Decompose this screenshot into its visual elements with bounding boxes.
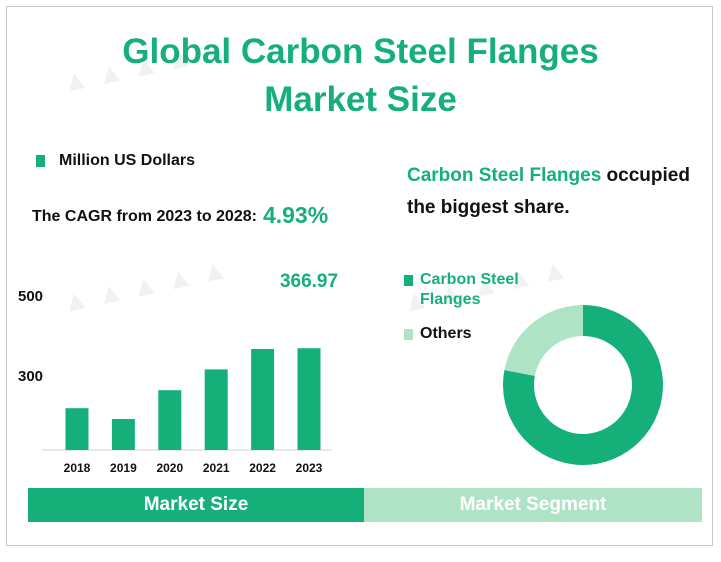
x-tick-label: 2023 [296,461,323,475]
pie-legend-item-carbon: Carbon Steel Flanges [404,270,540,310]
legend-swatch [404,275,413,286]
bar-2022 [251,349,275,450]
chart-title: Global Carbon Steel Flanges Market Size [0,28,721,124]
y-tick-label: 300 [18,368,43,385]
bar-2021 [204,369,228,450]
share-rest: occupied the biggest share. [407,165,690,218]
bar-2023 [297,348,321,450]
title-line-1: Global Carbon Steel Flanges [122,32,599,71]
legend-swatch [404,329,413,340]
share-statement: Carbon Steel Flanges occupied the bigges… [407,160,707,224]
x-tick-label: 2021 [203,461,230,475]
tab-market-size[interactable]: Market Size [28,488,364,522]
legend-swatch [36,154,45,167]
title-line-2: Market Size [264,80,457,119]
donut-slice-0 [502,305,663,465]
x-tick-label: 2018 [64,461,91,475]
cagr-label: The CAGR from 2023 to 2028: [32,208,257,225]
share-highlight: Carbon Steel Flanges [407,165,602,186]
x-tick-label: 2020 [156,461,183,475]
legend-label-carbon: Carbon Steel Flanges [420,271,519,308]
cagr-line: The CAGR from 2023 to 2028: 4.93% [32,202,328,229]
legend-label-others: Others [420,325,472,342]
unit-legend: Million US Dollars [36,152,195,170]
unit-label: Million US Dollars [59,152,196,169]
tab-market-segment[interactable]: Market Segment [364,488,702,522]
bar-2020 [158,390,182,450]
data-label: 366.97 [280,271,338,292]
pie-legend: Carbon Steel Flanges Others [404,270,540,358]
x-tick-label: 2019 [110,461,137,475]
donut-slice-1 [504,305,583,376]
pie-legend-item-others: Others [404,324,540,344]
cagr-value: 4.93% [262,202,329,228]
bar-2018 [65,408,89,450]
y-tick-label: 500 [18,288,43,305]
bar-2019 [111,419,135,450]
x-tick-label: 2022 [249,461,276,475]
